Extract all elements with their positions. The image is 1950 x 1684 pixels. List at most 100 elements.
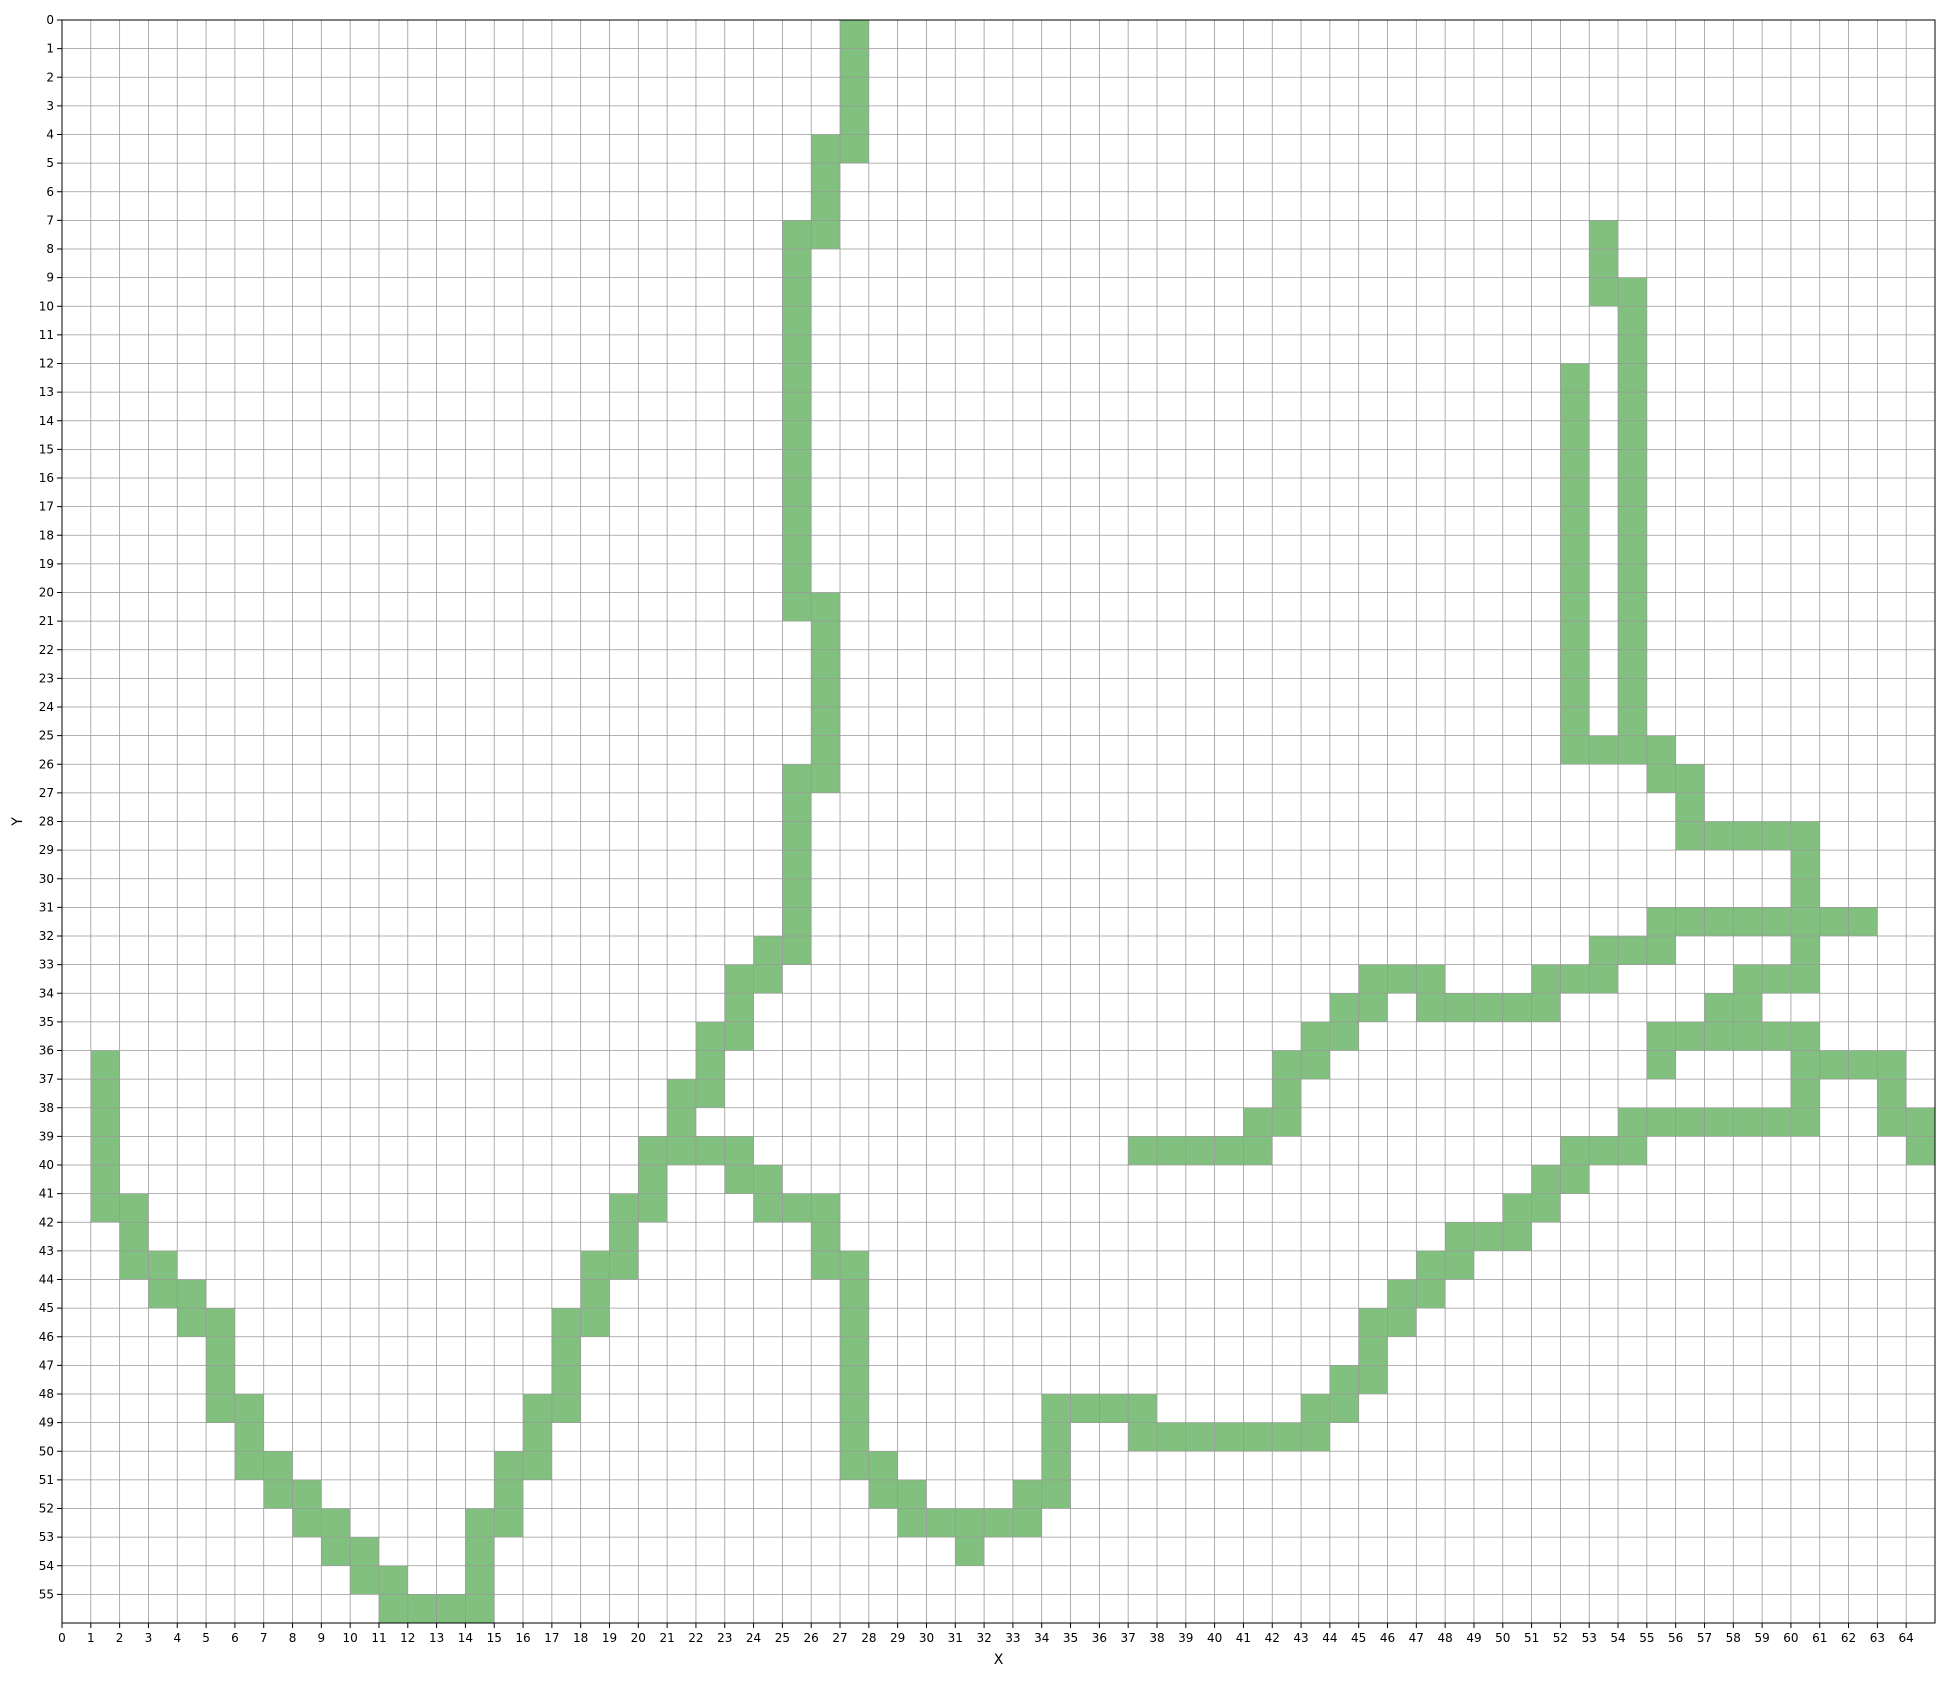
- filled-cell: [1301, 1422, 1330, 1452]
- filled-cell: [1387, 1308, 1417, 1337]
- filled-cell: [1762, 1021, 1791, 1051]
- filled-cell: [1272, 1050, 1302, 1080]
- filled-cell: [1156, 1136, 1186, 1165]
- filled-cell: [782, 363, 812, 393]
- x-tick-label: 54: [1610, 1631, 1625, 1645]
- y-tick-label: 6: [46, 185, 54, 199]
- filled-cell: [840, 105, 869, 135]
- filled-cell: [1618, 621, 1647, 650]
- filled-cell: [1618, 735, 1647, 765]
- filled-cell: [1618, 678, 1647, 707]
- x-tick-label: 33: [1005, 1631, 1020, 1645]
- filled-cell: [1387, 1279, 1417, 1309]
- x-tick-label: 0: [58, 1631, 66, 1645]
- x-tick-label: 21: [659, 1631, 674, 1645]
- filled-cell: [206, 1394, 235, 1423]
- y-tick-label: 32: [39, 929, 54, 943]
- filled-cell: [667, 1136, 696, 1165]
- filled-cell: [177, 1279, 207, 1309]
- x-tick-label: 18: [573, 1631, 588, 1645]
- x-tick-label: 60: [1783, 1631, 1798, 1645]
- x-tick-label: 39: [1178, 1631, 1193, 1645]
- filled-cell: [551, 1336, 581, 1366]
- filled-cell: [1618, 707, 1647, 736]
- filled-cell: [1589, 249, 1619, 278]
- filled-cell: [436, 1594, 466, 1623]
- x-tick-label: 57: [1697, 1631, 1712, 1645]
- filled-cell: [695, 1079, 725, 1108]
- y-tick-label: 0: [46, 13, 54, 27]
- x-tick-label: 49: [1466, 1631, 1481, 1645]
- filled-cell: [1012, 1479, 1042, 1509]
- y-tick-label: 7: [46, 213, 54, 227]
- filled-cell: [1560, 363, 1590, 393]
- filled-cell: [1387, 964, 1417, 994]
- filled-cell: [1041, 1394, 1071, 1423]
- y-tick-label: 14: [39, 414, 54, 428]
- filled-cell: [1502, 1193, 1532, 1223]
- y-tick-label: 12: [39, 357, 54, 371]
- filled-cell: [1560, 678, 1590, 707]
- filled-cell: [782, 306, 812, 335]
- y-axis-ticks: 0123456789101112131415161718192021222324…: [39, 13, 62, 1601]
- filled-cell: [1560, 592, 1590, 622]
- filled-cell: [1589, 735, 1619, 765]
- x-tick-label: 64: [1899, 1631, 1914, 1645]
- filled-cell: [609, 1193, 639, 1223]
- filled-cell: [1560, 563, 1590, 593]
- filled-cell: [1646, 735, 1676, 765]
- filled-cell: [724, 1021, 754, 1051]
- filled-cell: [90, 1107, 120, 1137]
- x-tick-label: 53: [1582, 1631, 1597, 1645]
- filled-cell: [782, 563, 812, 593]
- x-tick-label: 5: [202, 1631, 210, 1645]
- x-tick-label: 7: [260, 1631, 268, 1645]
- filled-cell: [724, 1136, 754, 1165]
- filled-cell: [609, 1222, 639, 1251]
- y-tick-label: 16: [39, 471, 54, 485]
- filled-cell: [1877, 1107, 1907, 1137]
- filled-cell: [1185, 1136, 1215, 1165]
- y-tick-label: 24: [39, 700, 54, 714]
- y-tick-label: 54: [39, 1559, 54, 1573]
- filled-cell: [811, 621, 841, 650]
- filled-cell: [638, 1193, 668, 1223]
- filled-cell: [1416, 993, 1446, 1022]
- x-tick-label: 40: [1207, 1631, 1222, 1645]
- x-tick-label: 9: [318, 1631, 326, 1645]
- filled-cell: [782, 850, 812, 879]
- filled-cell: [1531, 964, 1561, 994]
- filled-cell: [1243, 1107, 1273, 1137]
- filled-cell: [782, 821, 812, 851]
- filled-cell: [1473, 993, 1503, 1022]
- filled-cell: [667, 1107, 696, 1137]
- filled-cell: [1790, 1050, 1820, 1080]
- filled-cell: [465, 1508, 495, 1538]
- filled-cell: [206, 1308, 235, 1337]
- filled-cell: [724, 1165, 754, 1194]
- filled-cell: [1445, 993, 1474, 1022]
- y-tick-label: 52: [39, 1502, 54, 1516]
- filled-cell: [1560, 621, 1590, 650]
- filled-cell: [1243, 1422, 1273, 1452]
- y-tick-label: 3: [46, 99, 54, 113]
- filled-cell: [1733, 821, 1763, 851]
- y-tick-label: 15: [39, 442, 54, 456]
- filled-cell: [1589, 964, 1619, 994]
- filled-cell: [1560, 649, 1590, 679]
- filled-cell: [1618, 506, 1647, 536]
- filled-cell: [753, 1193, 783, 1223]
- filled-cell: [1358, 993, 1388, 1022]
- filled-cell: [90, 1079, 120, 1108]
- y-tick-label: 40: [39, 1158, 54, 1172]
- filled-cell: [1762, 1107, 1791, 1137]
- filled-cell: [753, 964, 783, 994]
- filled-cell: [1416, 1279, 1446, 1309]
- filled-cell: [1099, 1394, 1129, 1423]
- filled-cell: [350, 1565, 379, 1595]
- x-tick-label: 34: [1034, 1631, 1049, 1645]
- filled-cell: [1877, 1050, 1907, 1080]
- filled-cell: [1560, 449, 1590, 478]
- y-tick-label: 22: [39, 643, 54, 657]
- y-tick-label: 30: [39, 872, 54, 886]
